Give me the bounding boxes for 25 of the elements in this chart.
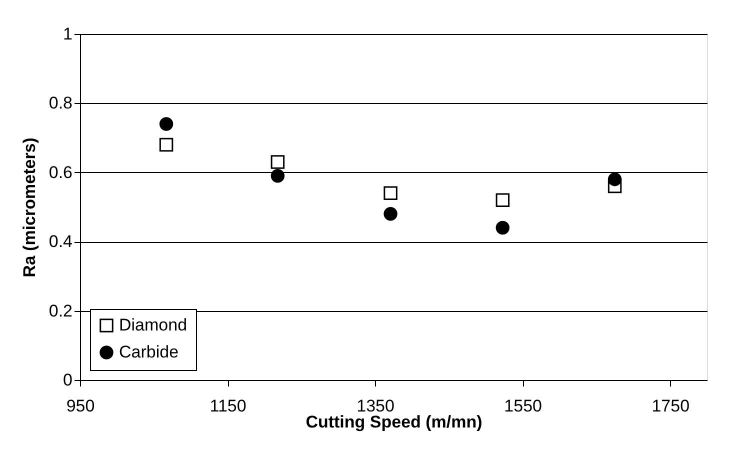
point [159,117,174,131]
x-tick-label: 1150 [210,396,246,416]
point [496,193,510,207]
y-axis-title: Ra (micrometers) [20,138,39,278]
legend-label: Diamond [119,316,188,334]
y-tick-label: 0.4 [48,232,72,252]
x-tick-label: 1550 [504,396,542,416]
legend-label: Carbide [119,342,179,362]
x-axis-title: Cutting Speed (m/mn) [306,412,482,432]
point [270,155,285,169]
y-tick-label: 0.6 [48,162,72,182]
y-tick-label: 0.8 [48,94,72,113]
y-tick-label: 0.2 [48,301,72,320]
point [384,207,398,221]
x-tick-label: 950 [66,396,95,416]
y-tick-label: 1 [63,24,72,44]
x-tick-label: 1750 [652,396,690,416]
y-tick-label: 0 [63,370,72,390]
point [496,220,510,235]
x-tick-label: 1350 [356,396,394,416]
point [159,138,174,152]
point [608,179,622,194]
point [608,172,622,186]
point [270,169,285,183]
point [384,186,398,200]
